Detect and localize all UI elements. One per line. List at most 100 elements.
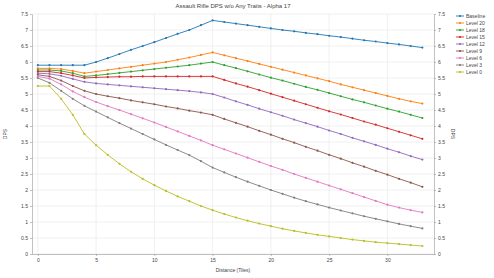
legend-label: Level 3	[466, 62, 482, 68]
legend-marker	[459, 57, 461, 59]
series-marker	[258, 223, 260, 225]
plot-area	[37, 19, 424, 247]
grid-line-x	[212, 14, 213, 254]
y2-axis-tick: 0	[434, 251, 441, 257]
series-marker	[351, 162, 353, 164]
series-marker	[351, 137, 353, 139]
legend-label: Baseline	[466, 13, 485, 19]
legend-swatch	[456, 65, 464, 66]
series-marker	[107, 57, 109, 59]
y-axis-tick-label: 1	[25, 219, 28, 225]
grid-line-x	[37, 14, 38, 254]
series-marker	[130, 99, 132, 101]
series-marker	[375, 200, 377, 202]
series-marker	[212, 144, 214, 146]
series-marker	[386, 242, 388, 244]
y2-axis-tick-mark	[434, 62, 436, 63]
y-axis-tick-mark	[30, 222, 32, 223]
series-marker	[340, 36, 342, 38]
series-marker	[375, 104, 377, 106]
series-marker	[328, 235, 330, 237]
plot-background	[32, 14, 434, 254]
series-line	[38, 73, 423, 159]
series-marker	[293, 83, 295, 85]
y-axis-tick-label: 5	[25, 91, 28, 97]
y2-axis-tick-label: 3	[438, 155, 441, 161]
series-marker	[83, 105, 85, 107]
series-marker	[153, 121, 155, 123]
legend-marker	[459, 29, 461, 31]
series-marker	[340, 113, 342, 115]
series-marker	[375, 144, 377, 146]
series-marker	[95, 74, 97, 76]
series-marker	[200, 24, 202, 26]
y2-axis-tick: 0.5	[434, 235, 445, 241]
series-marker	[328, 92, 330, 94]
series-marker	[305, 232, 307, 234]
y-axis-tick-label: 3	[25, 155, 28, 161]
y2-axis-tick-mark	[434, 206, 436, 207]
series-marker	[72, 98, 74, 100]
series-marker	[328, 80, 330, 82]
series-marker	[72, 70, 74, 72]
series-marker	[223, 118, 225, 120]
x-axis-tick: 30	[385, 254, 391, 263]
y2-axis-tick: 7	[434, 27, 441, 33]
series-marker	[165, 37, 167, 39]
grid-line-x	[387, 14, 388, 254]
series-marker	[200, 75, 202, 77]
series-marker	[305, 122, 307, 124]
series-marker	[246, 104, 248, 106]
series-line	[38, 75, 423, 187]
y-axis-tick-mark	[30, 30, 32, 31]
y-axis-tick-mark	[30, 94, 32, 95]
series-marker	[281, 79, 283, 81]
legend-swatch	[456, 72, 464, 73]
series-marker	[212, 61, 214, 63]
legend-marker	[459, 15, 461, 17]
series-marker	[200, 91, 202, 93]
grid-line-y	[32, 174, 434, 175]
y2-axis-tick: 1.5	[434, 203, 445, 209]
series-marker	[48, 75, 50, 77]
series-marker	[281, 115, 283, 117]
y2-axis-tick-mark	[434, 94, 436, 95]
legend-label: Level 15	[466, 34, 485, 40]
series-marker	[340, 237, 342, 239]
y-axis-tick-mark	[30, 190, 32, 191]
series-marker	[177, 149, 179, 151]
series-marker	[118, 109, 120, 111]
series-marker	[177, 89, 179, 91]
series-marker	[130, 127, 132, 129]
series-marker	[235, 152, 237, 154]
y2-axis-tick: 4	[434, 123, 441, 129]
series-marker	[293, 173, 295, 175]
y-axis-tick-mark	[30, 206, 32, 207]
series-marker	[107, 73, 109, 75]
y2-axis-tick-label: 2.5	[438, 171, 445, 177]
legend-swatch	[456, 23, 464, 24]
series-marker	[188, 200, 190, 202]
series-marker	[72, 78, 74, 80]
y2-axis-tick-mark	[434, 158, 436, 159]
y-axis-tick-mark	[30, 62, 32, 63]
series-marker	[212, 19, 214, 21]
y-axis-tick-mark	[30, 78, 32, 79]
series-marker	[188, 75, 190, 77]
y2-axis-tick: 5.5	[434, 75, 445, 81]
y-axis-tick-label: 4	[25, 123, 28, 129]
series-marker	[293, 30, 295, 32]
series-marker	[375, 40, 377, 42]
y-axis-tick-mark	[30, 174, 32, 175]
series-marker	[72, 72, 74, 74]
y2-axis-tick-mark	[434, 78, 436, 79]
x-axis-tick-label: 25	[327, 257, 333, 263]
y-axis-tick-mark	[30, 110, 32, 111]
series-marker	[281, 29, 283, 31]
series-marker	[165, 88, 167, 90]
series-marker	[398, 131, 400, 133]
y-axis-tick-mark	[30, 158, 32, 159]
series-marker	[153, 68, 155, 70]
series-line	[38, 52, 423, 103]
series-marker	[118, 53, 120, 55]
